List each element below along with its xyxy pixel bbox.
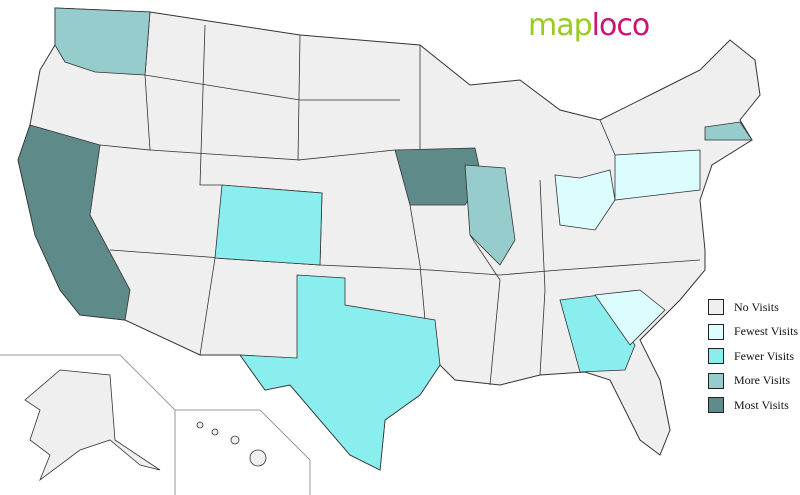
legend-swatch bbox=[708, 299, 724, 316]
legend-item: Fewer Visits bbox=[708, 344, 798, 369]
legend-swatch bbox=[708, 348, 724, 365]
state-colorado[interactable] bbox=[214, 184, 323, 266]
legend: No Visits Fewest Visits Fewer Visits More V… bbox=[708, 295, 798, 418]
state-texas[interactable] bbox=[239, 274, 441, 471]
legend-swatch bbox=[708, 397, 724, 414]
legend-label: Fewer Visits bbox=[734, 348, 795, 363]
alaska-inset-border bbox=[0, 354, 176, 495]
state-illinois[interactable] bbox=[464, 164, 516, 266]
legend-item: No Visits bbox=[708, 295, 798, 320]
hawaii bbox=[196, 421, 267, 467]
alaska bbox=[24, 369, 161, 482]
hawaii-inset-border bbox=[175, 409, 311, 495]
legend-item: More Visits bbox=[708, 369, 798, 394]
state-massachusetts[interactable] bbox=[704, 121, 753, 141]
maploco-logo[interactable]: maploco bbox=[528, 8, 650, 43]
state-south-carolina[interactable] bbox=[594, 289, 666, 346]
legend-swatch bbox=[708, 323, 724, 340]
state-washington[interactable] bbox=[54, 7, 151, 76]
legend-label: Fewest Visits bbox=[734, 324, 799, 339]
legend-item: Fewest Visits bbox=[708, 320, 798, 345]
legend-label: Most Visits bbox=[734, 397, 789, 412]
legend-label: No Visits bbox=[734, 299, 779, 314]
legend-swatch bbox=[708, 372, 724, 389]
legend-label: More Visits bbox=[734, 373, 791, 388]
state-pennsylvania[interactable] bbox=[614, 149, 701, 201]
state-california[interactable] bbox=[17, 124, 131, 321]
state-georgia[interactable] bbox=[559, 294, 636, 373]
legend-item: Most Visits bbox=[708, 393, 798, 418]
